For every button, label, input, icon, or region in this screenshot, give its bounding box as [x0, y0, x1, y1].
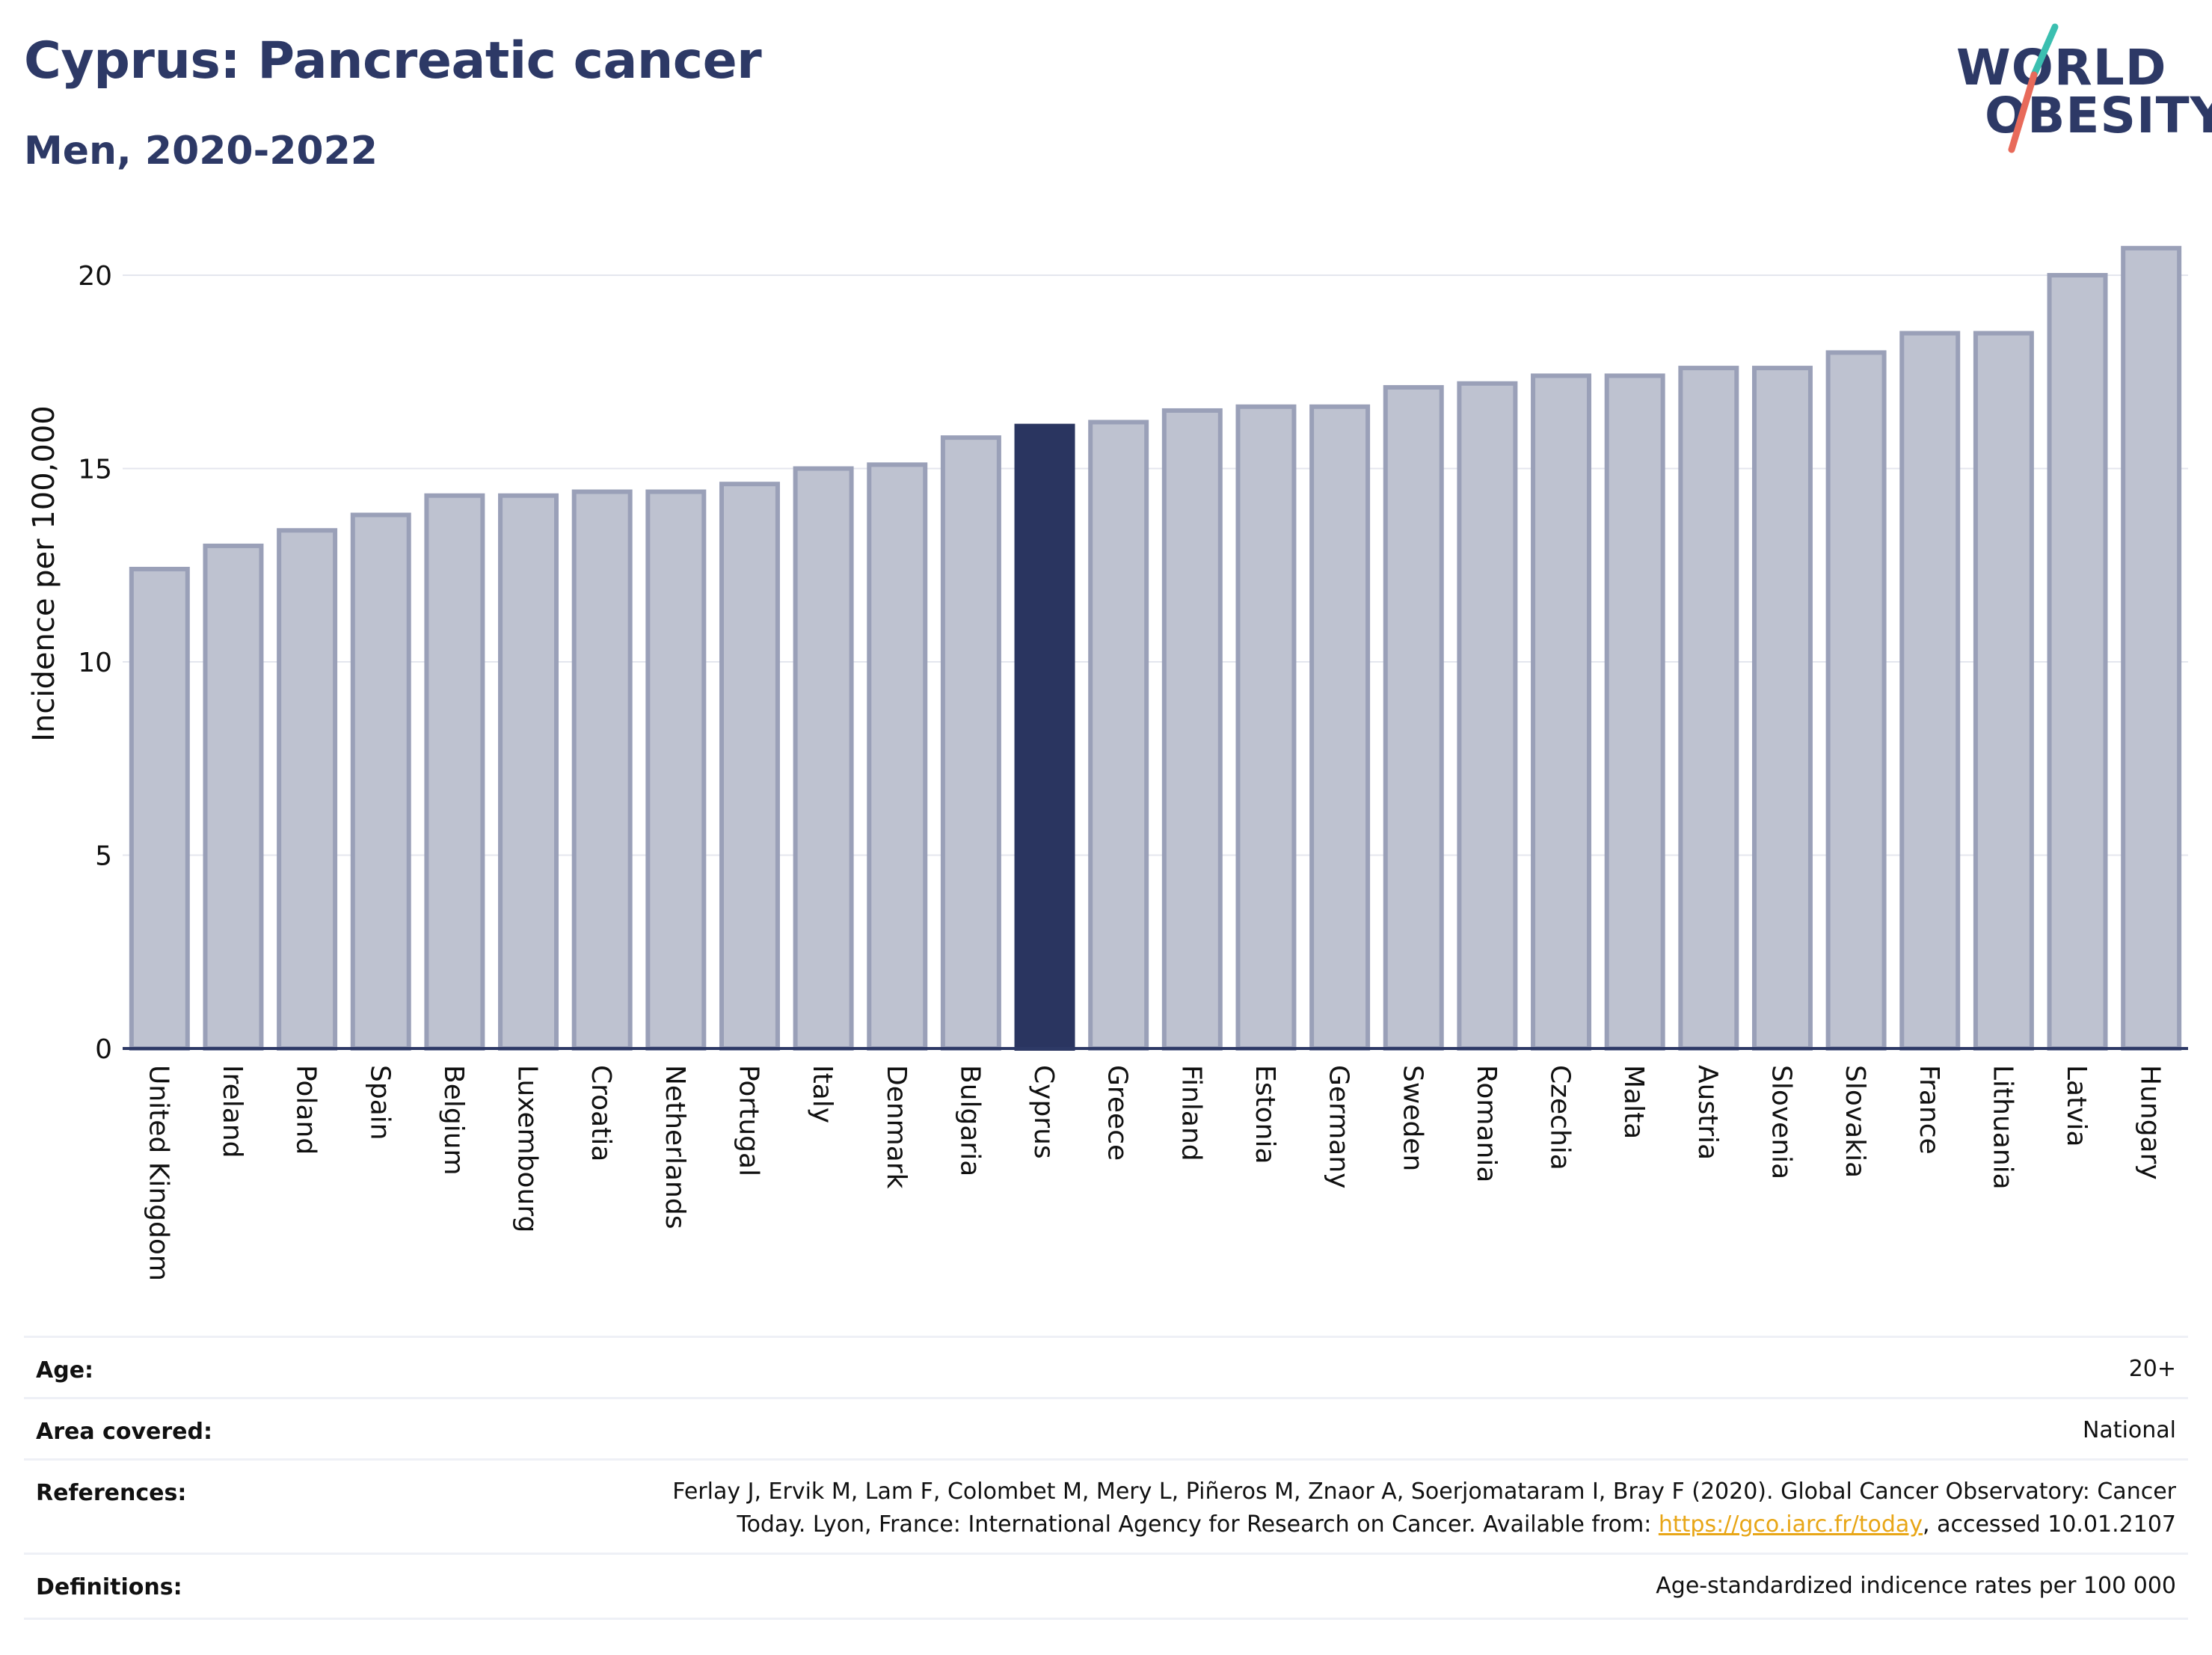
meta-row-references: References: Ferlay J, Ervik M, Lam F, Co… — [24, 1458, 2188, 1555]
meta-row-definitions: Definitions: Age-standardized indicence … — [24, 1553, 2188, 1620]
bar-bulgaria — [940, 435, 1001, 1051]
page-title: Cyprus: Pancreatic cancer — [24, 31, 762, 90]
x-tick-label: Denmark — [881, 1065, 912, 1189]
x-tick-label: Bulgaria — [954, 1065, 985, 1176]
x-tick-label: United Kingdom — [143, 1065, 173, 1281]
bar-malta — [1604, 373, 1665, 1051]
bar-lithuania — [1973, 331, 2034, 1051]
bar-hungary — [2121, 245, 2182, 1051]
x-tick-label: Ireland — [217, 1065, 248, 1158]
world-obesity-logo: WORLD OBESITY — [1952, 22, 2212, 157]
bar-italy — [793, 466, 854, 1051]
bar-estonia — [1235, 404, 1297, 1051]
bar-belgium — [424, 493, 485, 1051]
y-tick-label: 0 — [95, 1034, 112, 1065]
bar-slovenia — [1751, 366, 1813, 1051]
bar-denmark — [867, 462, 928, 1051]
area-value: National — [2082, 1417, 2176, 1443]
bar-croatia — [571, 489, 633, 1051]
bar-luxembourg — [498, 493, 559, 1051]
references-line-2-end: , accessed 10.01.2107 — [1923, 1511, 2176, 1538]
bar-sweden — [1383, 384, 1444, 1051]
x-tick-label: Romania — [1471, 1065, 1502, 1182]
bar-spain — [350, 512, 411, 1051]
bar-netherlands — [645, 489, 707, 1051]
meta-row-area: Area covered: National — [24, 1397, 2188, 1461]
x-tick-label: Belgium — [438, 1065, 469, 1176]
references-line-2: Today. Lyon, France: International Agenc… — [672, 1508, 2176, 1541]
bar-austria — [1678, 366, 1739, 1051]
bar-ireland — [203, 543, 264, 1051]
y-tick-label: 20 — [78, 261, 112, 292]
bar-finland — [1161, 408, 1223, 1051]
bar-chart: 0 5 10 15 20 Incidence per 100,000 United King… — [27, 245, 2188, 1281]
x-tick-label: Malta — [1618, 1065, 1649, 1139]
x-tick-label: Netherlands — [660, 1065, 690, 1229]
bar-czechia — [1531, 373, 1592, 1051]
x-tick-label: Spain — [364, 1065, 395, 1140]
bar-poland — [277, 528, 338, 1051]
definitions-label: Definitions: — [36, 1574, 182, 1600]
y-tick-label: 5 — [95, 841, 112, 872]
area-label: Area covered: — [36, 1419, 212, 1445]
x-tick-label: Poland — [291, 1065, 322, 1155]
x-tick-label: Latvia — [2061, 1065, 2092, 1147]
age-label: Age: — [36, 1357, 94, 1384]
references-line-2-text: Today. Lyon, France: International Agenc… — [737, 1511, 1659, 1538]
bar-germany — [1309, 404, 1371, 1051]
y-axis-label: Incidence per 100,000 — [27, 405, 61, 742]
x-tick-label: Greece — [1102, 1065, 1133, 1161]
meta-row-age: Age: 20+ — [24, 1336, 2188, 1399]
bar-france — [1899, 331, 1961, 1051]
x-tick-label: Estonia — [1250, 1065, 1280, 1164]
bar-romania — [1457, 381, 1518, 1051]
y-tick-label: 10 — [78, 648, 112, 678]
references-value: Ferlay J, Ervik M, Lam F, Colombet M, Me… — [672, 1476, 2176, 1541]
x-tick-label: Finland — [1176, 1065, 1206, 1161]
definitions-value: Age-standardized indicence rates per 100… — [1656, 1573, 2176, 1599]
x-tick-label: Austria — [1692, 1065, 1723, 1160]
logo-slash-icon — [2008, 23, 2059, 153]
references-link[interactable]: https://gco.iarc.fr/today — [1658, 1511, 1923, 1538]
logo-line-1: WORLD — [1956, 39, 2167, 96]
references-line-1: Ferlay J, Ervik M, Lam F, Colombet M, Me… — [672, 1479, 2176, 1505]
x-tick-label: France — [1914, 1065, 1944, 1155]
x-tick-label: Germany — [1324, 1065, 1354, 1188]
references-label: References: — [36, 1480, 187, 1506]
bar-greece — [1088, 420, 1149, 1051]
x-tick-label: Italy — [807, 1065, 838, 1123]
x-tick-label: Slovakia — [1840, 1065, 1870, 1178]
x-tick-label: Lithuania — [1987, 1065, 2018, 1190]
x-tick-label: Hungary — [2135, 1065, 2166, 1180]
x-tick-label: Cyprus — [1028, 1065, 1059, 1159]
x-tick-label: Czechia — [1545, 1065, 1576, 1170]
age-value: 20+ — [2128, 1356, 2176, 1382]
bar-portugal — [719, 482, 780, 1051]
bar-latvia — [2047, 273, 2108, 1051]
x-tick-label: Slovenia — [1766, 1065, 1796, 1179]
y-tick-label: 15 — [78, 455, 112, 485]
x-tick-label: Portugal — [733, 1065, 764, 1176]
bar-united-kingdom — [129, 566, 190, 1051]
x-tick-label: Sweden — [1397, 1065, 1428, 1171]
bar-cyprus — [1014, 423, 1075, 1051]
x-tick-label: Croatia — [586, 1065, 616, 1161]
page-subtitle: Men, 2020-2022 — [24, 129, 378, 174]
x-tick-label: Luxembourg — [512, 1065, 543, 1232]
bar-slovakia — [1825, 350, 1887, 1051]
